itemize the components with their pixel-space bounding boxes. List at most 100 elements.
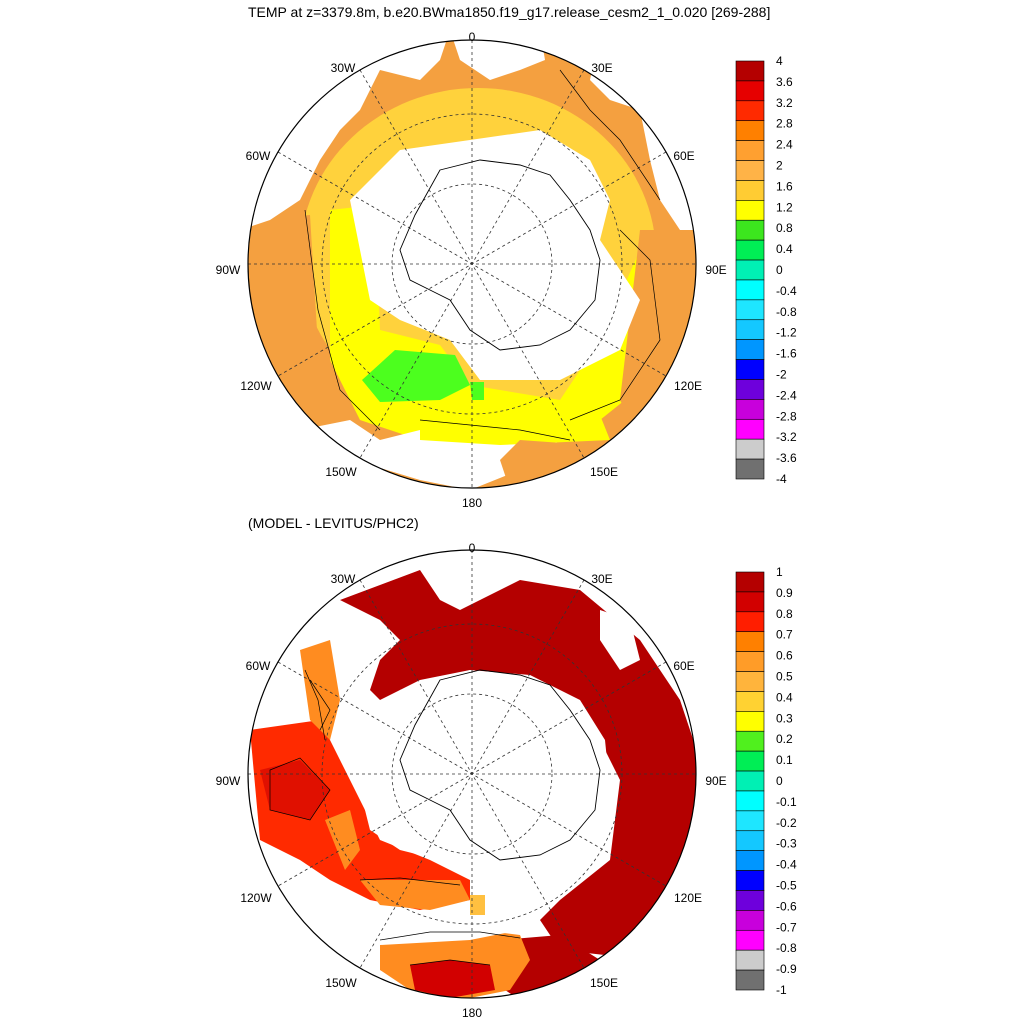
lon-label: 150W bbox=[325, 976, 357, 990]
colorbar-box bbox=[735, 671, 765, 692]
longitude-labels-1: 0 30E 60E 90E 120E 150E 180 150W 120W 90… bbox=[216, 30, 727, 510]
colorbar-box bbox=[735, 180, 765, 201]
colorbar-label: 0.6 bbox=[776, 649, 793, 663]
colorbar-label: 4 bbox=[776, 54, 783, 68]
colorbar-label: -2 bbox=[776, 368, 787, 382]
lon-label: 60E bbox=[673, 659, 694, 673]
colorbar-box bbox=[735, 279, 765, 301]
colorbar-box bbox=[735, 631, 765, 652]
colorbar-box bbox=[735, 458, 765, 480]
colorbar-label: 1.2 bbox=[776, 200, 793, 214]
contours-1 bbox=[304, 69, 661, 441]
colorbar-label: -0.8 bbox=[776, 305, 797, 319]
ocean-fill-green-patch-small bbox=[470, 382, 484, 400]
colorbar-box bbox=[735, 239, 765, 261]
colorbar-box bbox=[735, 850, 765, 871]
colorbar-box bbox=[735, 299, 765, 321]
colorbar-label: 2.4 bbox=[776, 138, 793, 152]
colorbar-box bbox=[735, 870, 765, 891]
anomaly-fill-dark-red bbox=[340, 570, 696, 960]
colorbar-box bbox=[735, 571, 765, 593]
lon-label: 180 bbox=[462, 496, 482, 510]
ocean-fill-green-patch bbox=[362, 350, 470, 402]
colorbar-label: -0.1 bbox=[776, 795, 797, 809]
lon-label: 30E bbox=[591, 572, 612, 586]
colorbar-box bbox=[735, 810, 765, 832]
ocean-fill-bottom-yellow bbox=[420, 415, 610, 445]
colorbar-label: -0.6 bbox=[776, 899, 797, 913]
colorbar-label: 0.1 bbox=[776, 753, 793, 767]
colorbar-label: 0 bbox=[776, 774, 783, 788]
colorbar-box bbox=[735, 691, 765, 712]
lon-label: 60W bbox=[246, 149, 271, 163]
colorbar-box bbox=[735, 319, 765, 340]
colorbar-box bbox=[735, 80, 765, 102]
colorbar-label: -2.4 bbox=[776, 388, 797, 402]
colorbar-2: 1 0.9 0.8 0.7 0.6 0.5 0.4 0.3 0.2 0.1 0 -0.1 -0.2 -0.… bbox=[735, 565, 797, 997]
colorbar-box bbox=[735, 120, 765, 141]
antarctica-land-2 bbox=[360, 670, 610, 880]
colorbar-label: -3.6 bbox=[776, 451, 797, 465]
anomaly-fill-orange-small bbox=[325, 810, 360, 870]
colorbar-label: -0.9 bbox=[776, 962, 797, 976]
panel-2-title: (MODEL - LEVITUS/PHC2) bbox=[248, 515, 419, 531]
lon-label: 150W bbox=[325, 465, 357, 479]
panel-1-title: TEMP at z=3379.8m, b.e20.BWma1850.f19_g1… bbox=[248, 4, 771, 20]
colorbar-label: 0.4 bbox=[776, 242, 793, 256]
colorbar-label: 1.6 bbox=[776, 179, 793, 193]
colorbar-label: -2.8 bbox=[776, 409, 797, 423]
colorbar-label: -0.8 bbox=[776, 941, 797, 955]
colorbar-label: 3.6 bbox=[776, 75, 793, 89]
colorbar-box bbox=[735, 969, 765, 991]
colorbar-box bbox=[735, 418, 765, 440]
colorbar-box bbox=[735, 770, 765, 792]
colorbar-label: 0.8 bbox=[776, 221, 793, 235]
colorbar-label: -0.7 bbox=[776, 920, 797, 934]
colorbar-box bbox=[735, 949, 765, 971]
lon-label: 60E bbox=[673, 149, 694, 163]
colorbar-label: 0.9 bbox=[776, 586, 793, 600]
colorbar-label: -3.2 bbox=[776, 430, 797, 444]
lon-label: 0 bbox=[469, 30, 476, 44]
graticule-2 bbox=[248, 550, 696, 998]
colorbar-box bbox=[735, 200, 765, 221]
colorbar-box bbox=[735, 790, 765, 812]
coastline-2 bbox=[399, 669, 601, 861]
lon-label: 90E bbox=[705, 263, 726, 277]
ocean-fill-bottom-orange bbox=[500, 440, 600, 488]
graticule-1 bbox=[248, 40, 696, 488]
colorbar-box bbox=[735, 359, 765, 380]
map-border-2 bbox=[247, 549, 697, 999]
colorbar-box bbox=[735, 259, 765, 281]
colorbar-box bbox=[735, 160, 765, 181]
polar-map-1 bbox=[247, 39, 697, 489]
lon-label: 150E bbox=[590, 465, 618, 479]
colorbar-label: 0 bbox=[776, 263, 783, 277]
colorbar-label: 3.2 bbox=[776, 96, 793, 110]
lon-label: 120W bbox=[240, 891, 272, 905]
lon-label: 30W bbox=[331, 61, 356, 75]
colorbar-box bbox=[735, 379, 765, 400]
lon-label: 150E bbox=[590, 976, 618, 990]
lon-label: 120W bbox=[240, 379, 272, 393]
colorbar-box bbox=[735, 60, 765, 82]
lon-label: 30E bbox=[591, 61, 612, 75]
anomaly-fill-small-orange bbox=[470, 895, 485, 915]
colorbar-box bbox=[735, 750, 765, 772]
colorbar-box bbox=[735, 910, 765, 931]
colorbar-box bbox=[735, 219, 765, 241]
lon-label: 60W bbox=[246, 659, 271, 673]
colorbar-label: -1.6 bbox=[776, 347, 797, 361]
colorbar-label: 1 bbox=[776, 565, 783, 579]
colorbar-box bbox=[735, 929, 765, 951]
colorbar-box bbox=[735, 651, 765, 672]
colorbar-box bbox=[735, 591, 765, 613]
colorbar-label: 0.3 bbox=[776, 711, 793, 725]
contours-2 bbox=[269, 669, 521, 966]
colorbar-label: -4 bbox=[776, 472, 787, 486]
colorbar-box bbox=[735, 140, 765, 161]
colorbar-label: 0.2 bbox=[776, 732, 793, 746]
colorbar-label: 0.7 bbox=[776, 628, 793, 642]
polar-map-2 bbox=[247, 549, 697, 999]
